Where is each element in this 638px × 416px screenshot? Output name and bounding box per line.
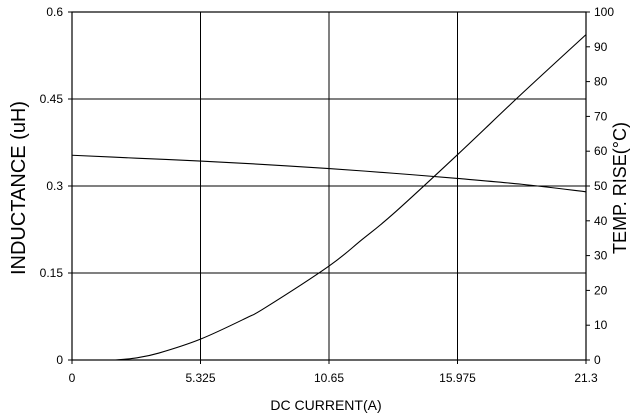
y-left-tick-label: 0.6 [46, 5, 63, 19]
ticks [68, 11, 590, 364]
x-tick-label: 0 [69, 371, 76, 385]
y-right-tick-label: 10 [594, 318, 608, 332]
y-left-tick-label: 0.3 [46, 179, 63, 193]
x-tick-label: 5.325 [185, 371, 215, 385]
y-right-tick-label: 100 [594, 5, 614, 19]
y-left-tick-label: 0.15 [40, 266, 64, 280]
y-left-tick-label: 0 [56, 353, 63, 367]
x-tick-label: 21.3 [574, 371, 598, 385]
inductance-curve [71, 154, 587, 193]
y-right-tick-label: 0 [594, 353, 601, 367]
y-left-tick-label: 0.45 [40, 92, 64, 106]
right-axis-title: TEMP. RISE(°C) [610, 122, 630, 254]
y-right-tick-label: 90 [594, 40, 608, 54]
y-right-tick-label: 40 [594, 214, 608, 228]
y-right-tick-label: 70 [594, 109, 608, 123]
x-tick-label: 15.975 [439, 371, 476, 385]
y-right-tick-label: 80 [594, 75, 608, 89]
y-right-tick-label: 60 [594, 144, 608, 158]
y-right-tick-label: 50 [594, 179, 608, 193]
grid [72, 12, 586, 360]
x-axis-title: DC CURRENT(A) [270, 397, 381, 413]
y-right-tick-label: 30 [594, 249, 608, 263]
series-lines [71, 34, 587, 361]
temp-rise-curve [115, 34, 587, 361]
x-tick-label: 10.65 [314, 371, 344, 385]
left-axis-title: INDUCTANCE (uH) [8, 101, 30, 275]
tick-labels: 0 5.325 10.65 15.975 21.3 0 0.15 0.3 0.45 0.6 0 10 2… [40, 5, 615, 385]
y-right-tick-label: 20 [594, 283, 608, 297]
